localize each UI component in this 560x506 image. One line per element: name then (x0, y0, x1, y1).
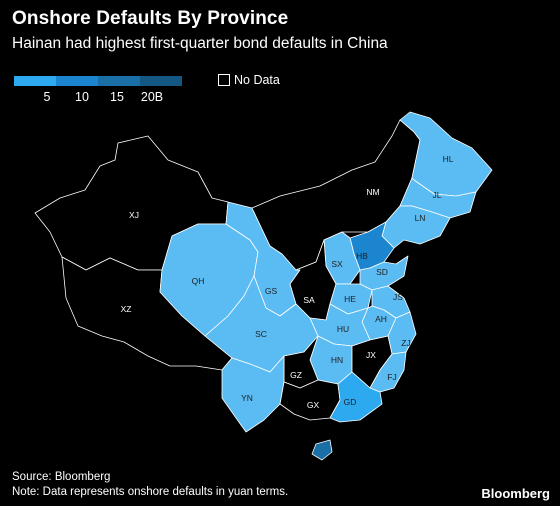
map-title: Onshore Defaults By Province (12, 8, 289, 29)
footnote: Note: Data represents onshore defaults i… (12, 486, 289, 498)
label-JX: JX (366, 350, 376, 360)
legend-swatch-3 (98, 76, 140, 86)
label-FJ: FJ (387, 372, 396, 382)
legend-swatch-1 (14, 76, 56, 86)
label-LN: LN (415, 213, 426, 223)
label-SD: SD (376, 267, 388, 277)
label-GS: GS (265, 286, 278, 296)
map-subtitle: Hainan had highest first-quarter bond de… (12, 35, 388, 52)
province-YN (221, 355, 285, 433)
no-data-swatch (218, 74, 230, 86)
label-HU: HU (337, 324, 349, 334)
color-legend (14, 76, 182, 86)
label-HN: HN (331, 355, 343, 365)
legend-ticks: 5 10 15 20B (14, 90, 194, 106)
no-data-legend: No Data (218, 73, 280, 87)
label-XJ: XJ (129, 210, 139, 220)
label-SA: SA (303, 295, 315, 305)
label-GD: GD (344, 397, 357, 407)
no-data-label: No Data (234, 73, 280, 87)
label-JS: JS (393, 292, 403, 302)
label-SC: SC (255, 329, 267, 339)
legend-swatch-2 (56, 76, 98, 86)
legend-tick: 20B (140, 90, 164, 104)
label-YN: YN (241, 393, 253, 403)
label-HE: HE (344, 294, 356, 304)
legend-swatch-4 (140, 76, 182, 86)
label-AH: AH (375, 314, 387, 324)
label-HB: HB (356, 251, 368, 261)
province-GD (329, 371, 383, 423)
legend-tick: 5 (43, 90, 51, 104)
label-GZ: GZ (290, 370, 302, 380)
label-HL: HL (443, 154, 454, 164)
source-note: Source: Bloomberg (12, 471, 111, 483)
legend-tick: 10 (75, 90, 89, 104)
label-XZ: XZ (121, 304, 132, 314)
label-QH: QH (192, 276, 205, 286)
label-GX: GX (307, 400, 320, 410)
bloomberg-logo: Bloomberg (481, 486, 550, 501)
label-NM: NM (366, 187, 379, 197)
province-FJ (369, 351, 407, 393)
province-HI (311, 439, 333, 461)
label-JL: JL (433, 190, 442, 200)
label-SX: SX (331, 259, 343, 269)
label-ZJ: ZJ (401, 338, 410, 348)
legend-tick: 15 (110, 90, 124, 104)
